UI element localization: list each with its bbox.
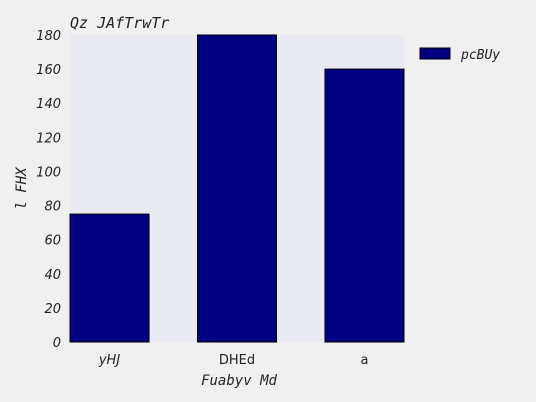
bar (196, 34, 278, 343)
x-tick-label: yHJ (98, 353, 120, 368)
y-tick-label: 180 (36, 29, 61, 44)
x-axis-label: Fuabyv Md (201, 373, 277, 389)
y-tick-label: 120 (36, 131, 61, 146)
chart-title: Qz JAfTrwTr (70, 14, 169, 32)
bar (324, 68, 405, 343)
bars (69, 34, 405, 343)
y-axis-ticks: 0 20 40 60 80 100 120 140 160 180 (36, 29, 61, 351)
legend-label: pcBUy (460, 48, 500, 63)
x-axis-ticks: yHJ DHEd a (98, 353, 369, 368)
legend-swatch (419, 47, 451, 60)
legend[interactable]: pcBUy (419, 47, 500, 63)
y-tick-label: 0 (53, 336, 61, 351)
y-tick-label: 160 (36, 63, 61, 78)
y-tick-label: 80 (44, 200, 61, 215)
y-tick-label: 60 (44, 234, 61, 249)
x-tick-label: a (360, 353, 368, 368)
y-tick-label: 40 (44, 268, 61, 283)
y-axis-label: l FHX (14, 166, 30, 210)
y-tick-label: 100 (36, 165, 61, 180)
x-tick-label: DHEd (219, 353, 255, 368)
bar (69, 213, 150, 343)
y-tick-label: 20 (44, 302, 61, 317)
y-tick-label: 140 (36, 97, 61, 112)
